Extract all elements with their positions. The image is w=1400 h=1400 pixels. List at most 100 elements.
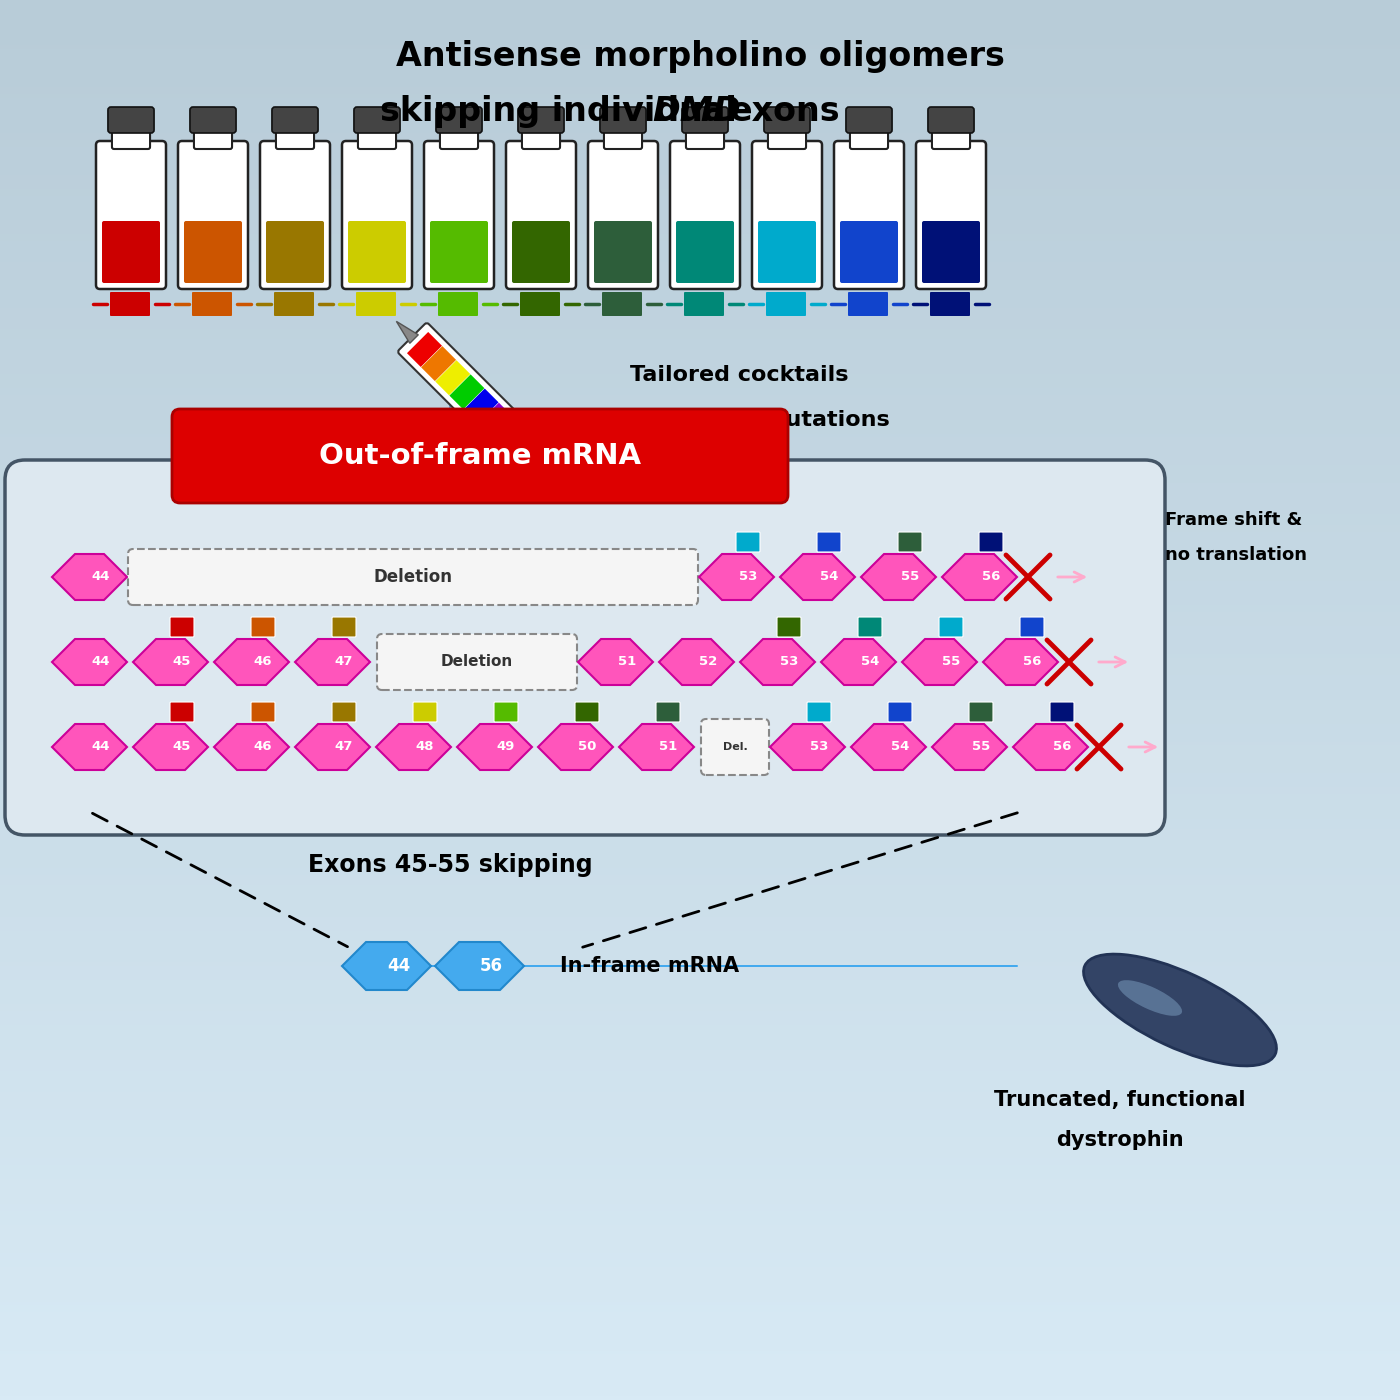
FancyBboxPatch shape (676, 221, 734, 283)
Text: Antisense morpholino oligomers: Antisense morpholino oligomers (396, 41, 1004, 73)
Text: 54: 54 (861, 655, 879, 668)
Text: 52: 52 (699, 655, 717, 668)
Polygon shape (932, 724, 1007, 770)
Text: 48: 48 (416, 741, 434, 753)
Polygon shape (619, 724, 694, 770)
FancyBboxPatch shape (505, 141, 575, 288)
FancyBboxPatch shape (932, 123, 970, 148)
FancyBboxPatch shape (127, 549, 699, 605)
FancyBboxPatch shape (575, 701, 599, 722)
Text: 45: 45 (172, 655, 192, 668)
FancyBboxPatch shape (519, 293, 560, 316)
Text: 56: 56 (981, 571, 1000, 584)
FancyBboxPatch shape (850, 123, 888, 148)
FancyBboxPatch shape (169, 701, 195, 722)
FancyArrowPatch shape (1099, 657, 1126, 666)
Bar (449, 374, 484, 409)
Text: to patient mutations: to patient mutations (630, 410, 890, 430)
FancyBboxPatch shape (108, 106, 154, 133)
FancyBboxPatch shape (764, 106, 811, 133)
FancyBboxPatch shape (522, 123, 560, 148)
Text: skipping individual: skipping individual (379, 95, 749, 127)
Text: 49: 49 (497, 741, 515, 753)
FancyBboxPatch shape (192, 293, 232, 316)
Text: Truncated, functional: Truncated, functional (994, 1091, 1246, 1110)
FancyBboxPatch shape (251, 617, 274, 637)
Bar (435, 360, 470, 395)
FancyBboxPatch shape (757, 221, 816, 283)
Polygon shape (342, 942, 431, 990)
Polygon shape (1014, 724, 1088, 770)
Text: 53: 53 (739, 571, 757, 584)
Polygon shape (52, 554, 127, 601)
FancyArrowPatch shape (1058, 573, 1084, 582)
Text: Deletion: Deletion (374, 568, 452, 587)
Text: Deletion: Deletion (441, 654, 514, 669)
Polygon shape (133, 724, 209, 770)
FancyBboxPatch shape (588, 141, 658, 288)
Polygon shape (133, 638, 209, 685)
Text: 56: 56 (1053, 741, 1071, 753)
Text: 56: 56 (1023, 655, 1042, 668)
FancyBboxPatch shape (601, 106, 645, 133)
FancyBboxPatch shape (602, 293, 643, 316)
FancyBboxPatch shape (358, 123, 396, 148)
Text: 44: 44 (92, 571, 111, 584)
Polygon shape (699, 554, 774, 601)
FancyBboxPatch shape (102, 221, 160, 283)
FancyBboxPatch shape (834, 141, 904, 288)
Polygon shape (659, 638, 734, 685)
FancyBboxPatch shape (1050, 701, 1074, 722)
Text: 51: 51 (617, 655, 636, 668)
FancyBboxPatch shape (518, 106, 564, 133)
Text: 44: 44 (92, 655, 111, 668)
Text: 54: 54 (820, 571, 839, 584)
Text: dystrophin: dystrophin (1056, 1130, 1184, 1149)
Text: DMD: DMD (652, 95, 741, 127)
FancyBboxPatch shape (888, 701, 911, 722)
Polygon shape (741, 638, 815, 685)
Text: 46: 46 (253, 741, 272, 753)
Bar (421, 346, 456, 381)
FancyBboxPatch shape (332, 701, 356, 722)
FancyBboxPatch shape (769, 123, 806, 148)
FancyBboxPatch shape (354, 106, 400, 133)
Text: 45: 45 (172, 741, 192, 753)
Polygon shape (820, 638, 896, 685)
FancyBboxPatch shape (685, 293, 724, 316)
Polygon shape (377, 724, 451, 770)
FancyBboxPatch shape (806, 701, 832, 722)
FancyBboxPatch shape (494, 419, 524, 449)
Text: 44: 44 (92, 741, 111, 753)
Text: 46: 46 (253, 655, 272, 668)
FancyBboxPatch shape (430, 221, 489, 283)
FancyBboxPatch shape (766, 293, 806, 316)
Polygon shape (578, 638, 652, 685)
FancyBboxPatch shape (1021, 617, 1044, 637)
Text: Exons 45-55 skipping: Exons 45-55 skipping (308, 853, 592, 876)
Text: In-frame mRNA: In-frame mRNA (560, 956, 739, 976)
FancyBboxPatch shape (969, 701, 993, 722)
FancyBboxPatch shape (657, 701, 680, 722)
FancyArrowPatch shape (1128, 742, 1155, 752)
Text: 56: 56 (480, 958, 503, 974)
Bar (407, 332, 442, 367)
Polygon shape (52, 724, 127, 770)
FancyBboxPatch shape (272, 106, 318, 133)
FancyBboxPatch shape (349, 221, 406, 283)
Text: 54: 54 (890, 741, 909, 753)
FancyBboxPatch shape (930, 293, 970, 316)
Polygon shape (983, 638, 1058, 685)
FancyBboxPatch shape (603, 123, 643, 148)
Text: Del.: Del. (722, 742, 748, 752)
FancyBboxPatch shape (190, 106, 237, 133)
Ellipse shape (1119, 980, 1182, 1016)
Text: 55: 55 (972, 741, 990, 753)
FancyBboxPatch shape (686, 123, 724, 148)
Text: 55: 55 (900, 571, 920, 584)
FancyBboxPatch shape (178, 141, 248, 288)
FancyBboxPatch shape (332, 617, 356, 637)
Text: Tailored cocktails: Tailored cocktails (630, 365, 848, 385)
FancyBboxPatch shape (413, 701, 437, 722)
Polygon shape (295, 724, 370, 770)
